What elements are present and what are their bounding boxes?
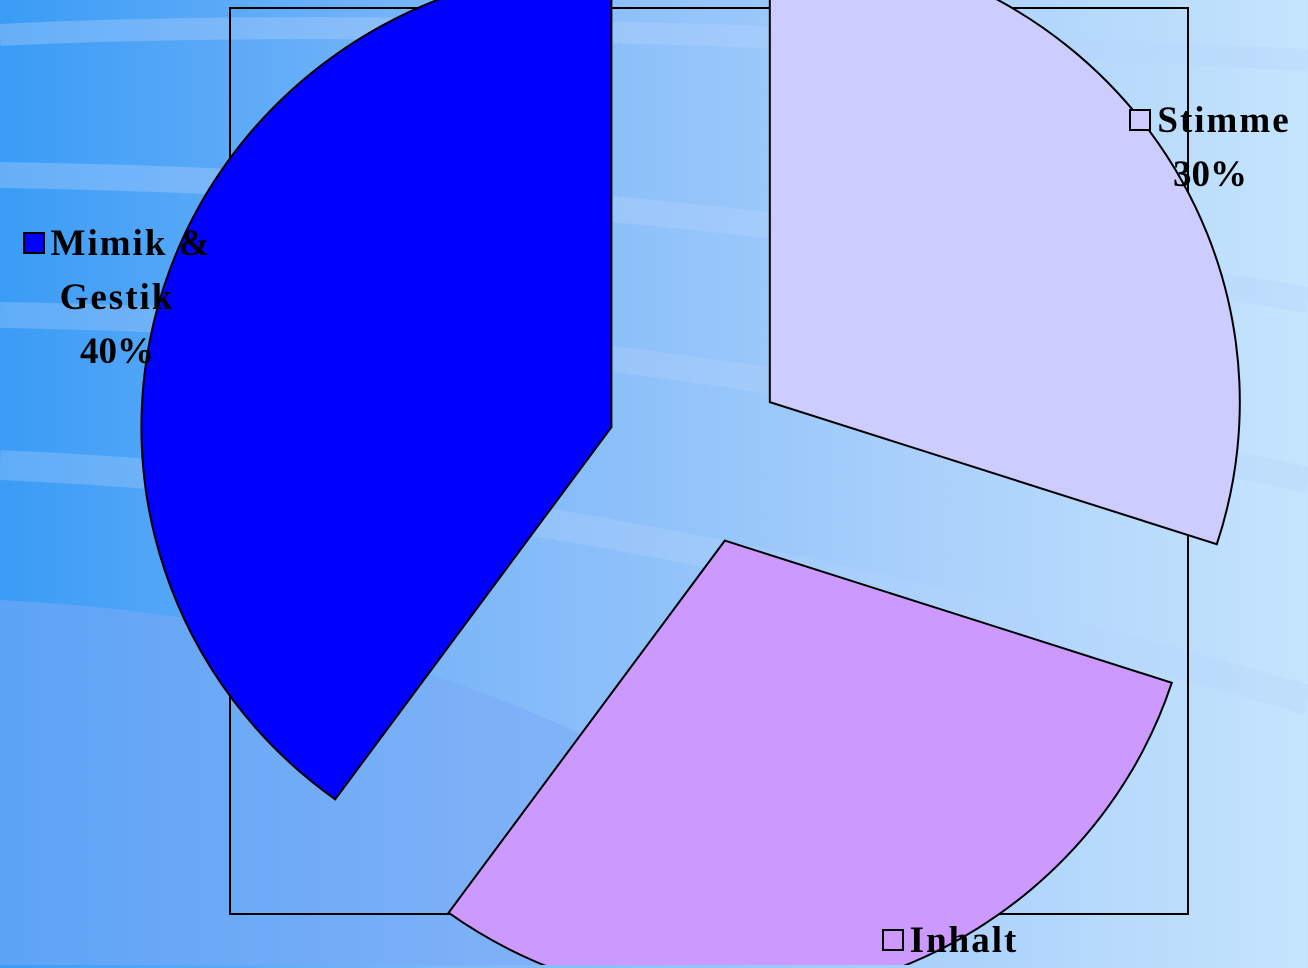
legend-swatch-inhalt	[881, 929, 904, 951]
legend-swatch-mimik-gestik	[22, 232, 45, 254]
label-stimme-line1: Stimme	[1157, 100, 1291, 141]
slice-label-inhalt: Inhalt	[860, 914, 1040, 968]
legend-swatch-stimme	[1129, 109, 1152, 131]
label-mimik-percent: 40%	[80, 331, 154, 372]
label-mimik-line1: Mimik &	[50, 223, 212, 264]
label-inhalt-line1: Inhalt	[909, 920, 1019, 961]
pie-slice-stimme	[768, 0, 1241, 546]
pie-slice-mimik-gestik	[140, 0, 613, 801]
slice-label-mimik-gestik: Mimik & Gestik 40%	[8, 217, 226, 379]
slice-label-stimme: Stimme 30%	[1112, 94, 1308, 202]
label-mimik-line2: Gestik	[59, 277, 175, 318]
pie-slice-inhalt	[447, 539, 1174, 965]
label-stimme-percent: 30%	[1173, 154, 1247, 195]
